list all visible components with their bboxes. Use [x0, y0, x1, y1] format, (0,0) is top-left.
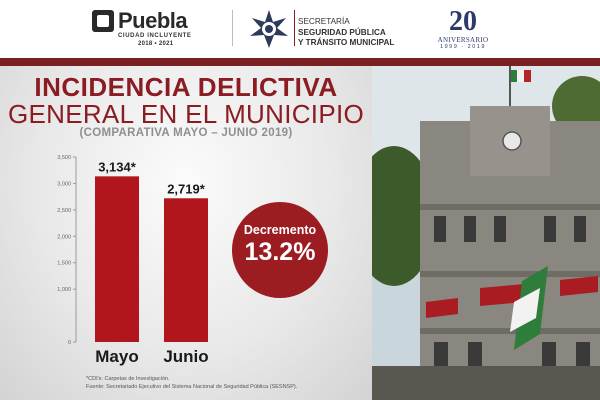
bar-value-label: 2,719*: [167, 181, 206, 196]
header-bar: Puebla CIUDAD INCLUYENTE 2018 • 2021 SEC…: [0, 0, 600, 58]
puebla-logo-period: 2018 • 2021: [138, 41, 174, 47]
decrease-badge-value: 13.2%: [244, 238, 316, 266]
title-line-1: INCIDENCIA DELICTIVA: [34, 72, 338, 102]
decrease-badge: Decremento 13.2%: [232, 202, 328, 298]
anniversary-number: 20: [449, 6, 477, 37]
bar-mayo: [95, 176, 139, 342]
bar-junio: [164, 198, 208, 342]
y-tick-label: 1,000: [57, 287, 71, 293]
ssp-logo-line2: SEGURIDAD PÚBLICA: [298, 28, 386, 37]
ssp-logo-divider: [294, 10, 295, 46]
anniversary-label: ANIVERSARIO: [437, 36, 489, 44]
y-tick-label: 0: [68, 340, 71, 346]
ssp-logo-line3: Y TRÁNSITO MUNICIPAL: [298, 38, 395, 47]
bar-value-label: 3,134*: [98, 159, 137, 174]
y-tick-label: 2,500: [57, 208, 71, 214]
footnote-cdi: *CDI's: Carpetas de Investigación.: [86, 376, 170, 382]
puebla-logo: Puebla CIUDAD INCLUYENTE 2018 • 2021: [92, 8, 214, 50]
brand-band: [0, 58, 600, 66]
y-tick-label: 3,000: [57, 181, 71, 187]
anniversary-logo: 20 ANIVERSARIO 1999 · 2019: [431, 6, 495, 51]
police-star-icon: [250, 10, 288, 48]
title-line-2: GENERAL EN EL MUNICIPIO: [7, 99, 365, 129]
puebla-logo-tagline: CIUDAD INCLUYENTE: [118, 33, 192, 39]
x-category-label: Junio: [163, 347, 208, 366]
puebla-logo-mark: [92, 10, 114, 32]
bar-chart: 0 1,000 1,500 2,000 2,500 3,000 3,500 3,134* May…: [57, 155, 208, 366]
puebla-logo-wordmark: Puebla: [118, 8, 188, 33]
x-category-label: Mayo: [95, 347, 138, 366]
y-tick-label: 3,500: [57, 155, 71, 161]
anniversary-years: 1999 · 2019: [440, 44, 486, 50]
header-divider: [232, 10, 233, 46]
chart-subtitle: (COMPARATIVA MAYO – JUNIO 2019): [79, 127, 293, 139]
decrease-badge-label: Decremento: [243, 223, 317, 237]
ssp-logo-line1: SECRETARÍA: [298, 17, 350, 26]
y-tick-label: 2,000: [57, 234, 71, 240]
footnote-source: Fuente: Secretariado Ejecutivo del Siste…: [86, 384, 298, 390]
y-tick-label: 1,500: [57, 261, 71, 267]
ssp-logo: SECRETARÍA SEGURIDAD PÚBLICA Y TRÁNSITO …: [246, 8, 426, 50]
city-hall-photo: [372, 66, 600, 400]
